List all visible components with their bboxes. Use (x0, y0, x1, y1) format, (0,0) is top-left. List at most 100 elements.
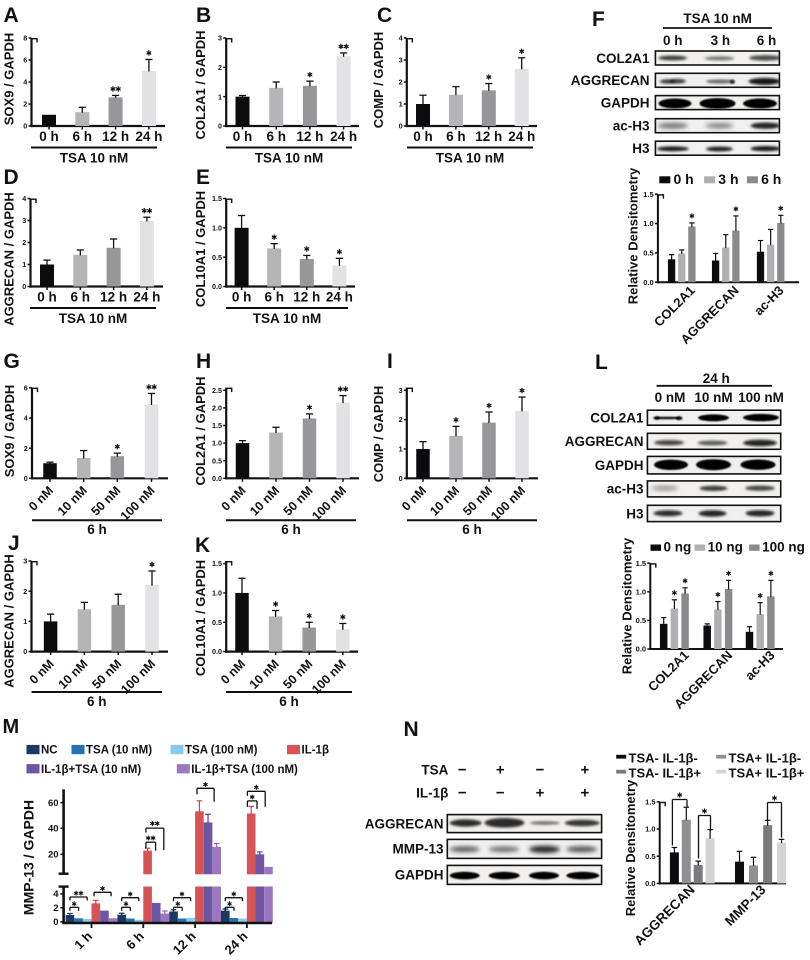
svg-text:1.5: 1.5 (212, 421, 222, 430)
svg-text:COL2A1: COL2A1 (590, 411, 644, 426)
svg-text:COMP / GAPDH: COMP / GAPDH (371, 386, 386, 483)
svg-text:2: 2 (218, 63, 222, 72)
svg-text:1.0: 1.0 (645, 825, 655, 834)
svg-text:3 h: 3 h (711, 33, 731, 48)
svg-text:TSA+ IL-1β-: TSA+ IL-1β- (729, 751, 802, 766)
svg-text:100 nM: 100 nM (738, 390, 784, 405)
svg-text:Relative Densitometry: Relative Densitometry (620, 537, 635, 674)
svg-text:24 h: 24 h (330, 129, 357, 144)
svg-text:0: 0 (53, 917, 58, 928)
svg-text:TSA (10 nM): TSA (10 nM) (86, 745, 152, 757)
svg-text:4: 4 (22, 194, 26, 203)
svg-text:1: 1 (399, 445, 403, 454)
svg-text:NC: NC (41, 745, 58, 757)
svg-text:−: − (458, 762, 467, 779)
svg-text:6 h: 6 h (462, 522, 482, 537)
svg-text:IL-1β: IL-1β (302, 745, 329, 757)
svg-text:3: 3 (399, 386, 403, 395)
svg-text:AGGRECAN / GAPDH: AGGRECAN / GAPDH (2, 554, 17, 688)
svg-text:AGGRECAN: AGGRECAN (565, 434, 644, 449)
svg-text:1.0: 1.0 (212, 589, 222, 598)
svg-text:COL2A1: COL2A1 (596, 51, 650, 66)
svg-text:0.0: 0.0 (212, 647, 222, 656)
svg-text:B: B (196, 4, 211, 27)
svg-text:2.5: 2.5 (212, 386, 222, 395)
svg-text:I: I (387, 350, 393, 373)
svg-text:0.0: 0.0 (212, 474, 222, 483)
svg-text:6: 6 (23, 56, 27, 65)
svg-text:Relative Densitometry: Relative Densitometry (623, 779, 638, 916)
svg-text:40: 40 (48, 823, 59, 834)
svg-text:0.0: 0.0 (212, 282, 222, 291)
svg-text:0.0: 0.0 (636, 645, 646, 654)
svg-text:1: 1 (218, 92, 222, 101)
svg-text:2.0: 2.0 (212, 404, 222, 413)
svg-text:IL-1β: IL-1β (416, 786, 448, 801)
svg-text:TSA (100 nM): TSA (100 nM) (185, 745, 258, 757)
svg-text:COMP / GAPDH: COMP / GAPDH (371, 32, 386, 129)
svg-text:1.0: 1.0 (636, 587, 646, 596)
svg-text:E: E (196, 166, 210, 189)
svg-text:24 h: 24 h (326, 290, 353, 305)
svg-text:6 h: 6 h (446, 129, 466, 144)
svg-text:F: F (592, 8, 605, 31)
svg-text:0.5: 0.5 (636, 616, 646, 625)
svg-text:4: 4 (399, 34, 403, 43)
svg-text:ac-H3: ac-H3 (607, 482, 644, 497)
svg-text:6 h: 6 h (757, 33, 777, 48)
svg-text:0 h: 0 h (39, 129, 59, 144)
svg-text:+: + (581, 762, 590, 779)
svg-text:+: + (536, 785, 545, 802)
svg-text:0.0: 0.0 (645, 879, 655, 888)
svg-text:2: 2 (23, 587, 27, 596)
svg-text:GAPDH: GAPDH (395, 868, 444, 883)
svg-text:4: 4 (24, 414, 28, 423)
svg-text:IL-1β+TSA (100 nM): IL-1β+TSA (100 nM) (191, 764, 298, 776)
svg-text:3: 3 (218, 34, 222, 43)
svg-text:6 h: 6 h (264, 290, 284, 305)
svg-text:2: 2 (53, 903, 58, 914)
svg-text:Relative Densitometry: Relative Densitometry (626, 167, 641, 304)
svg-text:24 h: 24 h (135, 129, 162, 144)
svg-text:ac-H3: ac-H3 (613, 119, 650, 134)
svg-text:6 h: 6 h (71, 290, 91, 305)
svg-text:SOX9 / GAPDH: SOX9 / GAPDH (2, 33, 17, 125)
svg-text:D: D (4, 166, 19, 189)
svg-text:0 h: 0 h (663, 33, 683, 48)
svg-text:TSA 10 nM: TSA 10 nM (683, 11, 752, 26)
svg-text:N: N (404, 718, 419, 741)
svg-text:1.0: 1.0 (212, 223, 222, 232)
svg-text:1.0: 1.0 (643, 219, 653, 228)
svg-text:1.5: 1.5 (645, 797, 655, 806)
svg-text:10 ng: 10 ng (708, 539, 743, 554)
svg-text:0.5: 0.5 (212, 253, 222, 262)
svg-text:6 h: 6 h (281, 522, 301, 537)
svg-text:2: 2 (399, 415, 403, 424)
svg-text:8: 8 (23, 34, 27, 43)
svg-text:COL10A1 / GAPDH: COL10A1 / GAPDH (193, 560, 208, 676)
svg-text:3: 3 (22, 216, 26, 225)
svg-text:MMP-13: MMP-13 (392, 842, 443, 857)
svg-text:SOX9 / GAPDH: SOX9 / GAPDH (2, 385, 17, 477)
svg-text:100 ng: 100 ng (762, 539, 805, 554)
svg-text:TSA 10 nM: TSA 10 nM (59, 311, 128, 326)
svg-text:0 h: 0 h (37, 290, 57, 305)
svg-text:A: A (4, 4, 19, 27)
svg-text:2: 2 (24, 444, 28, 453)
svg-text:GAPDH: GAPDH (601, 95, 650, 110)
svg-text:−: − (458, 785, 467, 802)
svg-text:0.5: 0.5 (212, 618, 222, 627)
svg-text:1: 1 (399, 100, 403, 109)
svg-text:2: 2 (22, 238, 26, 247)
svg-text:12 h: 12 h (293, 290, 320, 305)
svg-text:0: 0 (218, 122, 222, 131)
svg-text:2: 2 (23, 100, 27, 109)
svg-text:TSA 10 nM: TSA 10 nM (253, 311, 322, 326)
svg-text:6 h: 6 h (761, 171, 781, 187)
svg-text:1: 1 (23, 617, 27, 626)
svg-text:TSA+ IL-1β+: TSA+ IL-1β+ (729, 766, 805, 781)
svg-text:0.5: 0.5 (645, 852, 655, 861)
svg-text:0 h: 0 h (413, 129, 433, 144)
svg-text:+: + (496, 762, 505, 779)
svg-text:12 h: 12 h (100, 290, 127, 305)
